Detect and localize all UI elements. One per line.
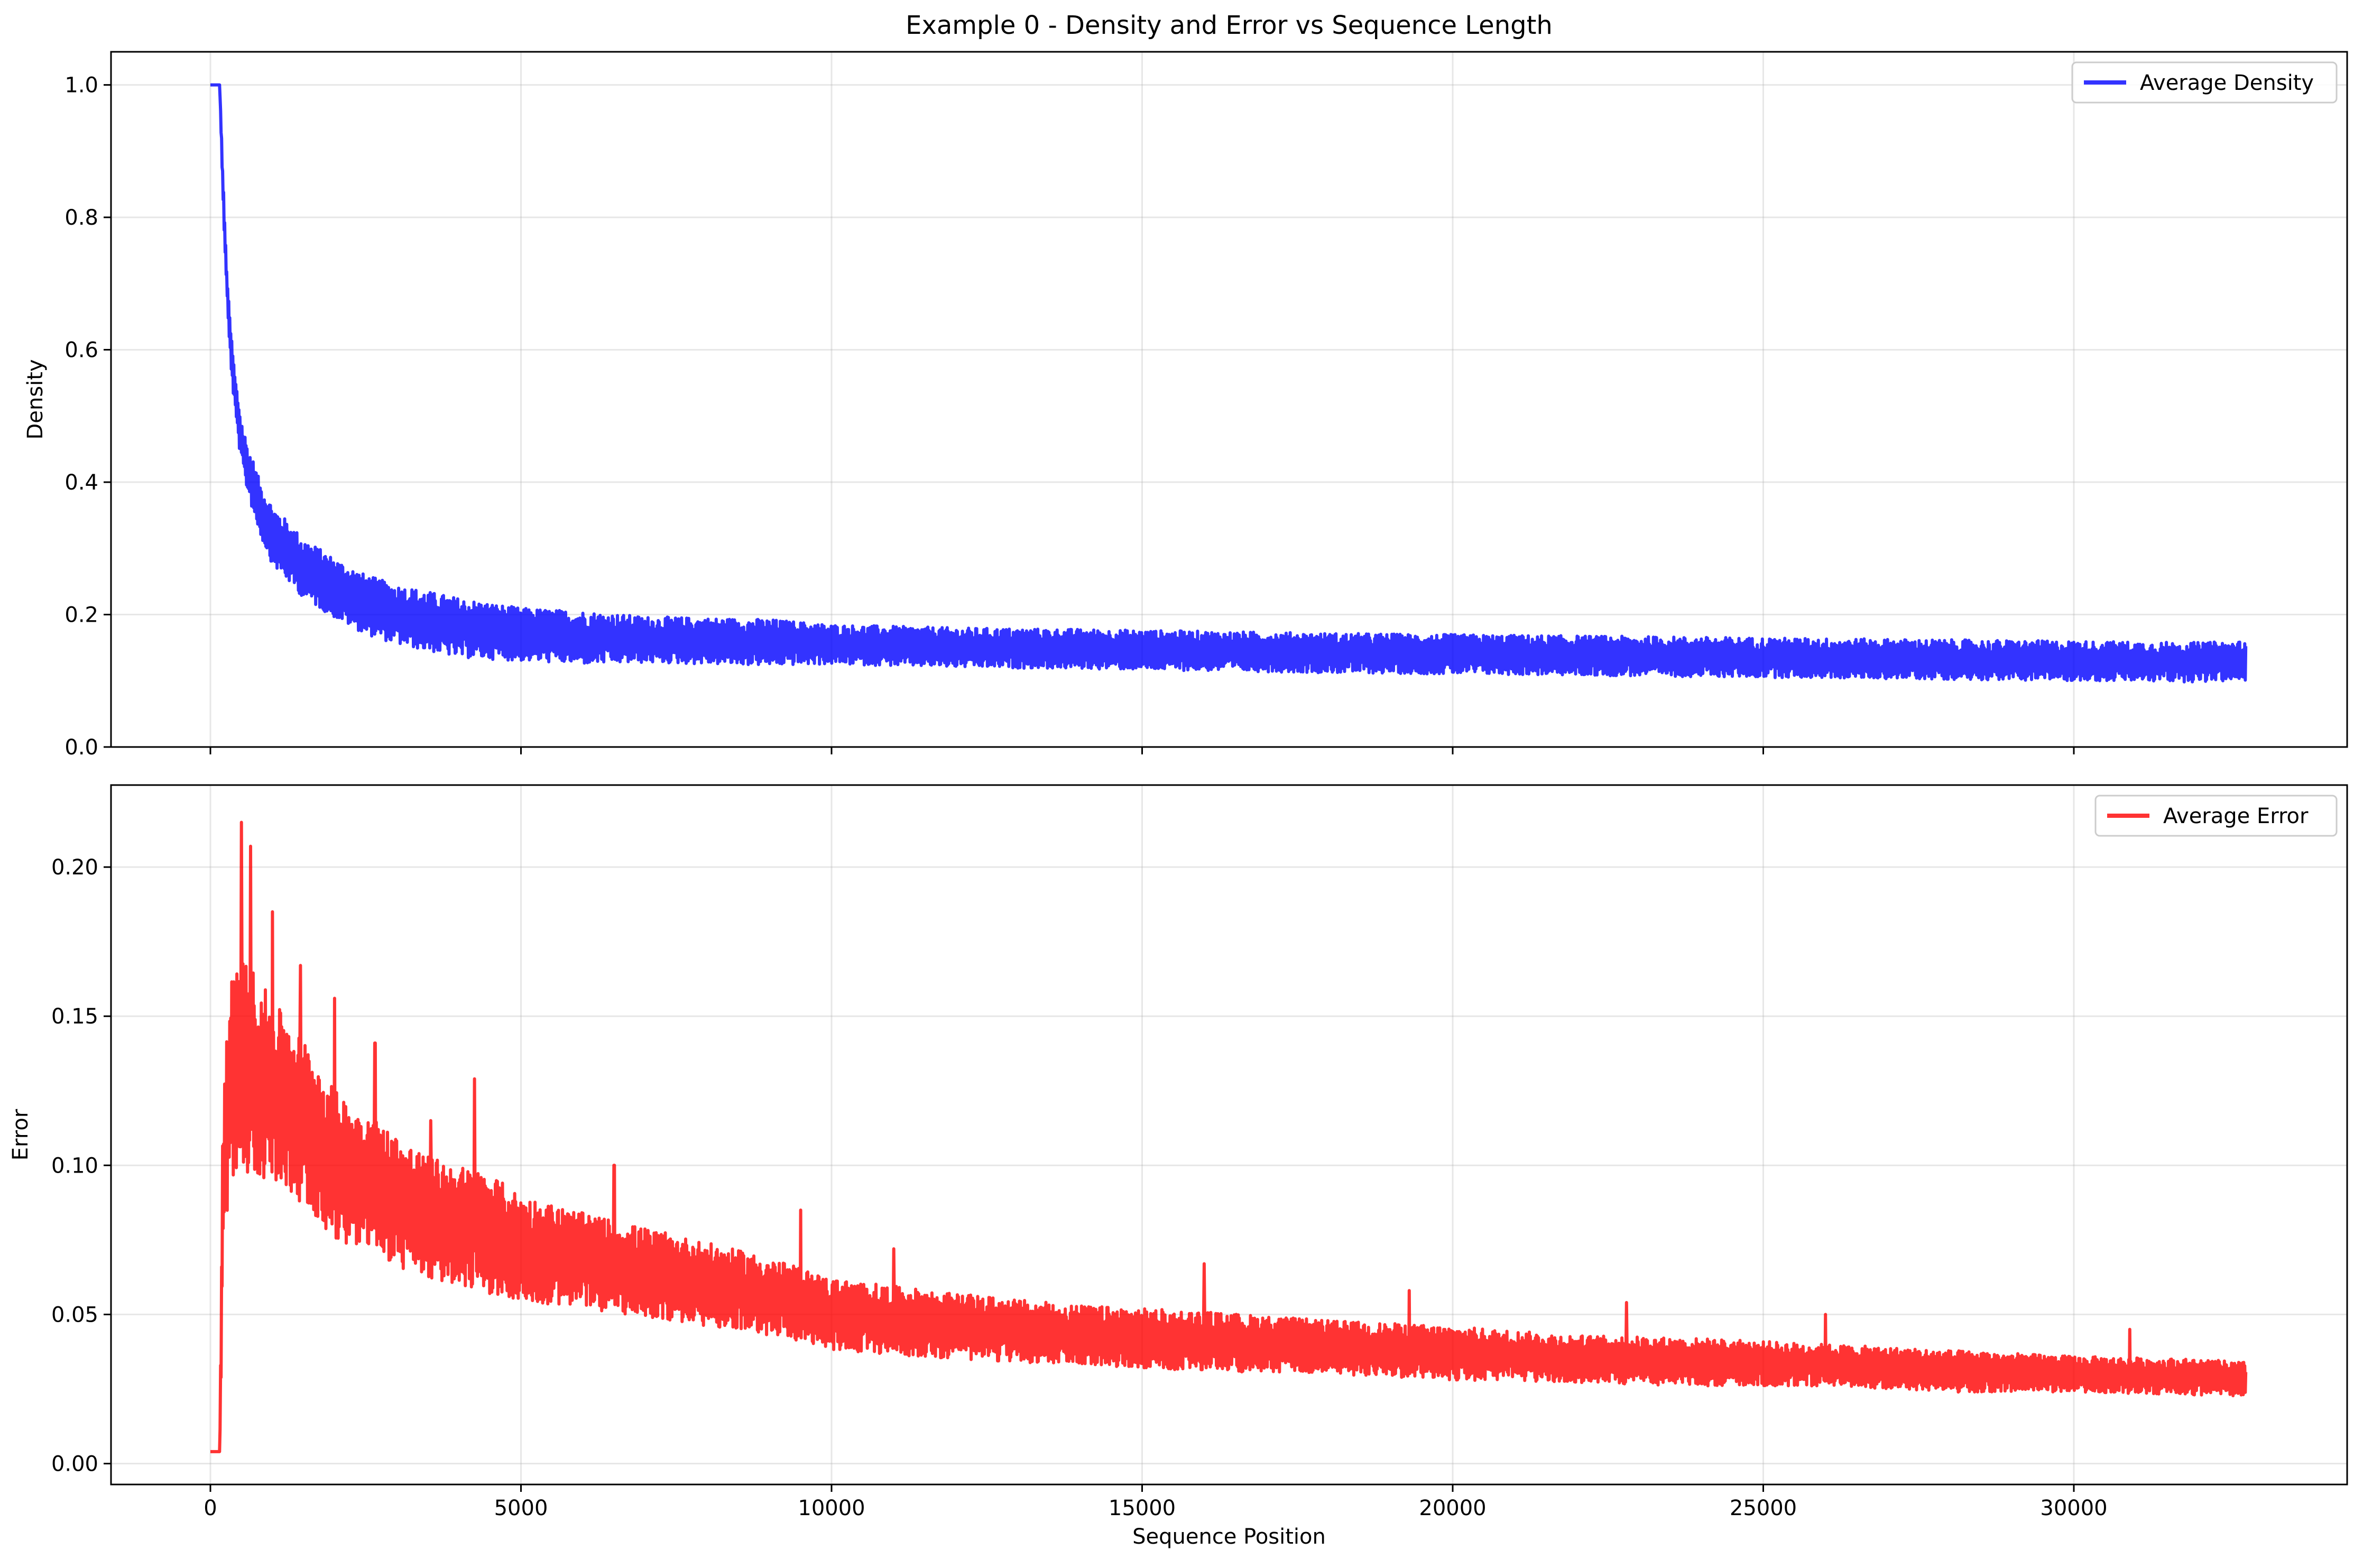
error-x-tick-label: 30000	[2040, 1496, 2107, 1520]
error-axes-frame	[110, 784, 2348, 1486]
density-axes-frame	[110, 51, 2348, 748]
error-x-label: Sequence Position	[1132, 1525, 1326, 1549]
density-panel: 0.0 0.2 0.4 0.6 0.8 1.0 Density Average Densi…	[23, 51, 2348, 760]
density-ticks: 0.0 0.2 0.4 0.6 0.8 1.0	[64, 73, 2075, 760]
error-series-line	[209, 820, 2248, 1453]
error-y-label: Error	[8, 1109, 33, 1160]
error-x-tick-label: 0	[204, 1496, 217, 1520]
error-x-tick-label: 10000	[798, 1496, 865, 1520]
error-x-tick-label: 5000	[494, 1496, 548, 1520]
error-panel: 0 5000 10000 15000 20000 25000 30000 0.00 0.05 0.…	[8, 784, 2348, 1549]
density-y-tick-label: 1.0	[64, 73, 98, 98]
density-legend-box	[2071, 61, 2338, 104]
error-x-tick-label: 20000	[1419, 1496, 1486, 1520]
density-y-tick-label: 0.8	[64, 206, 98, 230]
density-y-tick-label: 0.6	[64, 338, 98, 363]
error-legend: Average Error	[2094, 795, 2338, 837]
error-x-tick-label: 25000	[1730, 1496, 1797, 1520]
error-y-tick-label: 0.05	[51, 1303, 98, 1327]
error-y-tick-label: 0.10	[51, 1154, 98, 1178]
density-y-tick-label: 0.0	[64, 735, 98, 760]
error-legend-box	[2094, 795, 2338, 837]
error-y-tick-label: 0.00	[51, 1452, 98, 1477]
error-ticks: 0 5000 10000 15000 20000 25000 30000 0.00 0.05 0.…	[51, 855, 2108, 1520]
error-series	[209, 820, 2248, 1453]
error-x-tick-label: 15000	[1109, 1496, 1176, 1520]
density-series	[209, 83, 2248, 684]
density-y-tick-label: 0.4	[64, 471, 98, 495]
density-y-tick-label: 0.2	[64, 603, 98, 628]
error-y-tick-label: 0.20	[51, 855, 98, 880]
error-legend-label: Average Error	[2163, 804, 2309, 828]
density-series-line	[209, 83, 2248, 684]
error-y-tick-label: 0.15	[51, 1004, 98, 1029]
figure-title: Example 0 - Density and Error vs Sequenc…	[906, 11, 1553, 40]
density-y-label: Density	[23, 359, 48, 439]
density-legend-label: Average Density	[2140, 71, 2314, 95]
density-legend: Average Density	[2071, 61, 2338, 104]
